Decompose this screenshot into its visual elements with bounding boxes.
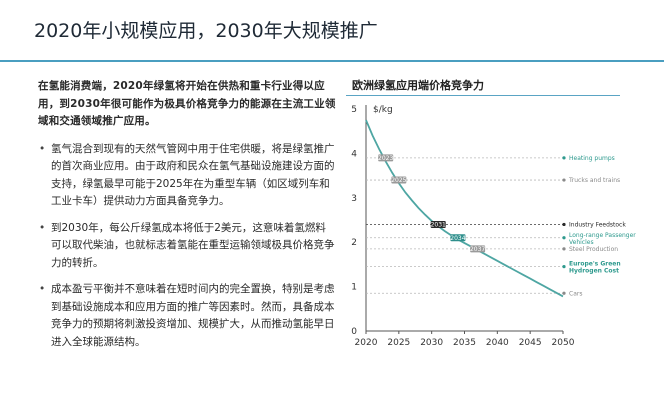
threshold-dot: [562, 247, 566, 251]
year-marker-label: 2034: [450, 235, 465, 242]
y-axis-label: $/kg: [373, 105, 393, 115]
y-tick-label: 3: [351, 194, 357, 204]
threshold-dot: [562, 156, 566, 160]
year-marker-label: 2023: [378, 155, 393, 162]
year-marker-label: 2037: [470, 246, 485, 253]
bullet-item: • 氢气混合到现有的天然气管网中用于住宅供暖，将是绿氢推广的首次商业应用。由于政…: [38, 141, 336, 211]
bullet-dot-icon: •: [39, 221, 46, 234]
chart-title-divider: [346, 95, 620, 96]
y-tick-label: 5: [351, 105, 357, 115]
x-tick-label: 2035: [453, 338, 476, 348]
x-tick-label: 2025: [387, 338, 410, 348]
y-tick-label: 1: [351, 283, 357, 293]
year-marker: [450, 234, 466, 242]
bullet-text: 氢气混合到现有的天然气管网中用于住宅供暖，将是绿氢推广的首次商业应用。由于政府和…: [51, 142, 335, 208]
y-tick-label: 2: [351, 238, 357, 248]
threshold-dot: [562, 222, 566, 227]
threshold-label: Trucks and trains: [568, 177, 620, 184]
year-marker-label: 2025: [391, 177, 406, 184]
price-chart: 0 1 2 3 4 5 2020 2025 2030 2035 2040 2045 2050 Heati…: [351, 105, 636, 348]
year-marker: [430, 220, 446, 228]
year-marker: [470, 245, 486, 253]
threshold-label: Heating pumps: [569, 155, 615, 162]
x-tick-label: 2030: [420, 338, 443, 348]
cost-curve-line: [365, 119, 564, 298]
threshold-label: Cars: [569, 290, 582, 297]
threshold-dot: [562, 178, 566, 182]
year-marker: [378, 154, 394, 162]
bullet-text: 成本盈亏平衡并不意味着在短时间内的完全置换，特别是考虑到基础设施成本和应用方面的…: [51, 283, 335, 348]
x-tick-label: 2045: [519, 338, 542, 348]
threshold-dot: [562, 265, 566, 269]
lead-paragraph: 在氢能消费端，2020年绿氢将开始在供热和重卡行业得以应用，到2030年很可能作…: [38, 80, 336, 127]
chart-title: 欧洲绿氢应用端价格竞争力: [352, 79, 484, 92]
x-tick-label: 2040: [486, 338, 509, 348]
threshold-label: Industry Feedstock: [569, 221, 626, 228]
bullet-text: 到2030年，每公斤绿氢成本将低于2美元，这意味着氢燃料可以取代柴油，也就标志着…: [51, 221, 335, 269]
bullet-item: • 成本盈亏平衡并不意味着在短时间内的完全置换，特别是考虑到基础设施成本和应用方…: [38, 281, 336, 351]
threshold-label: Long-range Passenger Vehicles: [569, 232, 636, 246]
threshold-dot: [562, 291, 566, 295]
axis-layer: 0 1 2 3 4 5 2020 2025 2030 2035 2040 2045 2050: [351, 105, 575, 348]
x-tick-label: 2020: [355, 338, 378, 348]
threshold-dot: [562, 236, 566, 240]
bullet-dot-icon: •: [39, 283, 46, 295]
y-tick-label: 0: [351, 327, 357, 337]
title-divider: [0, 60, 664, 62]
marker-layer: 2023 2025 2031 2034 2037: [378, 154, 485, 253]
threshold-label: Steel Production: [569, 246, 618, 253]
series-layer: [365, 119, 564, 298]
bullet-dot-icon: •: [39, 142, 46, 155]
year-marker-label: 2031: [431, 221, 446, 228]
threshold-layer: Heating pumps Trucks and trains Industry F…: [366, 155, 636, 297]
text-panel: 在氢能消费端，2020年绿氢将开始在供热和重卡行业得以应用，到2030年很可能作…: [38, 78, 336, 360]
year-marker: [391, 176, 407, 184]
y-tick-label: 4: [351, 149, 357, 159]
bullet-item: • 到2030年，每公斤绿氢成本将低于2美元，这意味着氢燃料可以取代柴油，也就标…: [38, 220, 336, 273]
page-title: 2020年小规模应用，2030年大规模推广: [34, 20, 378, 42]
bullet-list: • 氢气混合到现有的天然气管网中用于住宅供暖，将是绿氢推广的首次商业应用。由于政…: [38, 141, 336, 352]
threshold-label: Europe's Green Hydrogen Cost: [569, 261, 621, 275]
x-tick-label: 2050: [552, 338, 575, 348]
